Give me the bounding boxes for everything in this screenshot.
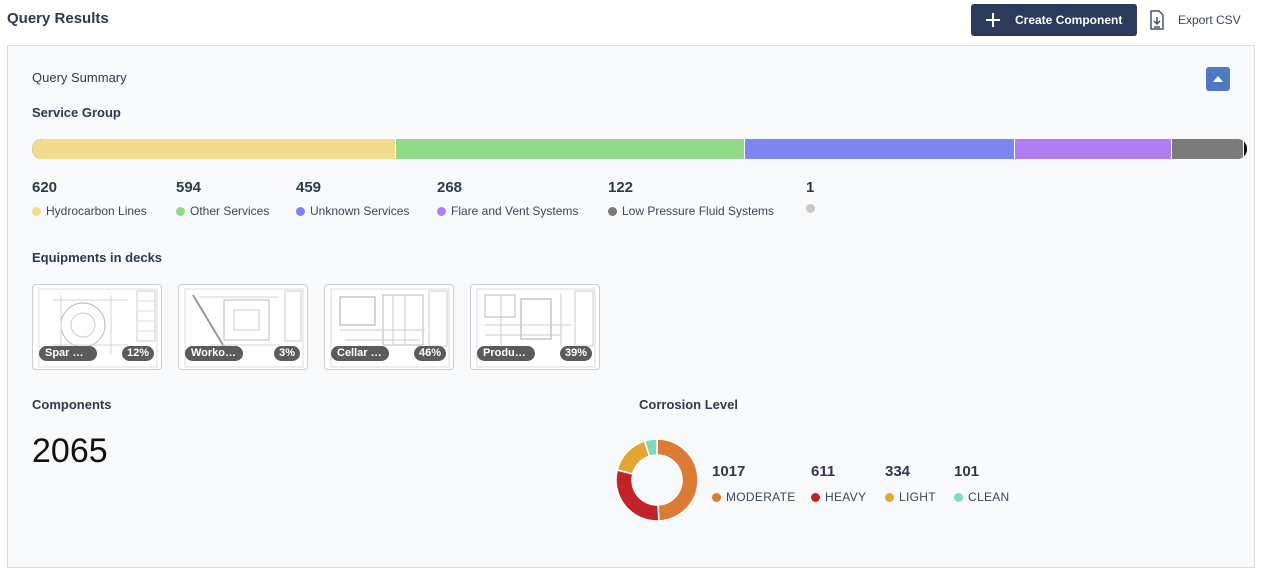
deck-card[interactable]: Worko… 3% bbox=[178, 284, 308, 370]
corrosion-item-moderate[interactable]: 1017 MODERATE bbox=[712, 463, 796, 504]
query-summary-title: Query Summary bbox=[32, 70, 127, 85]
components-title: Components bbox=[32, 397, 112, 412]
service-group-segment[interactable] bbox=[745, 139, 1015, 159]
create-component-label: Create Component bbox=[1015, 13, 1123, 27]
corrosion-value: 101 bbox=[954, 463, 980, 480]
donut-slice-heavy[interactable] bbox=[616, 469, 660, 521]
deck-percent: 39% bbox=[559, 346, 592, 361]
legend-item-unlabeled[interactable]: 1 bbox=[806, 179, 820, 213]
corrosion-label: MODERATE bbox=[726, 490, 796, 504]
legend-item-unknown-services[interactable]: 459 Unknown Services bbox=[296, 179, 409, 218]
service-group-title: Service Group bbox=[32, 105, 121, 120]
corrosion-label: LIGHT bbox=[899, 490, 936, 504]
header-bar: Query Results Create Component Export CS… bbox=[0, 0, 1267, 40]
components-count: 2065 bbox=[32, 432, 108, 470]
corrosion-label: HEAVY bbox=[825, 490, 867, 504]
legend-dot bbox=[176, 206, 185, 216]
corrosion-value: 611 bbox=[811, 463, 836, 480]
legend-dot bbox=[885, 492, 894, 502]
corrosion-label: CLEAN bbox=[968, 490, 1010, 504]
download-file-icon bbox=[1150, 10, 1164, 30]
deck-card[interactable]: Cellar … 46% bbox=[324, 284, 454, 370]
collapse-chevron-up-icon[interactable] bbox=[1206, 67, 1230, 91]
legend-item-hydrocarbon-lines[interactable]: 620 Hydrocarbon Lines bbox=[32, 179, 147, 218]
export-csv-button[interactable]: Export CSV bbox=[1148, 9, 1241, 31]
deck-drawing-thumbnail bbox=[476, 288, 596, 368]
legend-dot bbox=[608, 206, 617, 216]
service-group-segment[interactable] bbox=[1243, 139, 1247, 159]
deck-name: Worko… bbox=[185, 346, 243, 361]
deck-percent: 12% bbox=[121, 346, 154, 361]
export-csv-label: Export CSV bbox=[1178, 13, 1241, 27]
service-group-segment[interactable] bbox=[32, 139, 397, 159]
deck-card[interactable]: Spar … 12% bbox=[32, 284, 162, 370]
legend-value: 1 bbox=[806, 179, 815, 196]
legend-dot bbox=[806, 204, 815, 213]
corrosion-item-light[interactable]: 334 LIGHT bbox=[885, 463, 936, 504]
legend-dot bbox=[811, 492, 820, 502]
legend-dot bbox=[296, 206, 305, 216]
legend-item-flare-and-vent-systems[interactable]: 268 Flare and Vent Systems bbox=[437, 179, 578, 218]
corrosion-donut-chart bbox=[616, 439, 698, 521]
legend-value: 594 bbox=[176, 179, 202, 196]
deck-name: Produ… bbox=[477, 346, 535, 361]
deck-percent: 46% bbox=[413, 346, 446, 361]
deck-name: Cellar … bbox=[331, 346, 389, 361]
deck-name: Spar … bbox=[39, 346, 97, 361]
page-title: Query Results bbox=[7, 10, 109, 27]
equipments-in-decks-title: Equipments in decks bbox=[32, 250, 163, 265]
plus-icon bbox=[985, 12, 1001, 28]
donut-slice-clean[interactable] bbox=[643, 439, 658, 458]
create-component-button[interactable]: Create Component bbox=[971, 4, 1137, 36]
deck-drawing-thumbnail bbox=[38, 288, 158, 368]
legend-dot bbox=[954, 492, 963, 502]
legend-label: Unknown Services bbox=[310, 204, 410, 218]
legend-item-low-pressure-fluid-systems[interactable]: 122 Low Pressure Fluid Systems bbox=[608, 179, 774, 218]
corrosion-level-title: Corrosion Level bbox=[639, 397, 738, 412]
corrosion-item-heavy[interactable]: 611 HEAVY bbox=[811, 463, 866, 504]
deck-drawing-thumbnail bbox=[184, 288, 304, 368]
service-group-segment[interactable] bbox=[1172, 139, 1244, 159]
legend-label: Other Services bbox=[190, 204, 270, 218]
service-group-segment[interactable] bbox=[1014, 139, 1173, 159]
legend-value: 459 bbox=[296, 179, 322, 196]
corrosion-value: 1017 bbox=[712, 463, 746, 480]
legend-label: Flare and Vent Systems bbox=[451, 204, 579, 218]
corrosion-value: 334 bbox=[885, 463, 911, 480]
query-summary-panel: Query Summary Service Group 620 Hydrocar… bbox=[7, 45, 1255, 568]
legend-dot bbox=[32, 206, 41, 216]
legend-dot bbox=[437, 206, 446, 216]
deck-card[interactable]: Produ… 39% bbox=[470, 284, 600, 370]
service-group-segment[interactable] bbox=[396, 139, 746, 159]
deck-percent: 3% bbox=[274, 346, 300, 361]
donut-slice-light[interactable] bbox=[616, 439, 651, 475]
legend-value: 122 bbox=[608, 179, 634, 196]
donut-slice-moderate[interactable] bbox=[656, 439, 698, 521]
legend-item-other-services[interactable]: 594 Other Services bbox=[176, 179, 269, 218]
legend-label: Low Pressure Fluid Systems bbox=[622, 204, 775, 218]
legend-value: 268 bbox=[437, 179, 463, 196]
service-group-bar bbox=[32, 139, 1247, 159]
legend-dot bbox=[712, 492, 721, 502]
corrosion-item-clean[interactable]: 101 CLEAN bbox=[954, 463, 1010, 504]
legend-value: 620 bbox=[32, 179, 58, 196]
legend-label: Hydrocarbon Lines bbox=[46, 204, 147, 218]
